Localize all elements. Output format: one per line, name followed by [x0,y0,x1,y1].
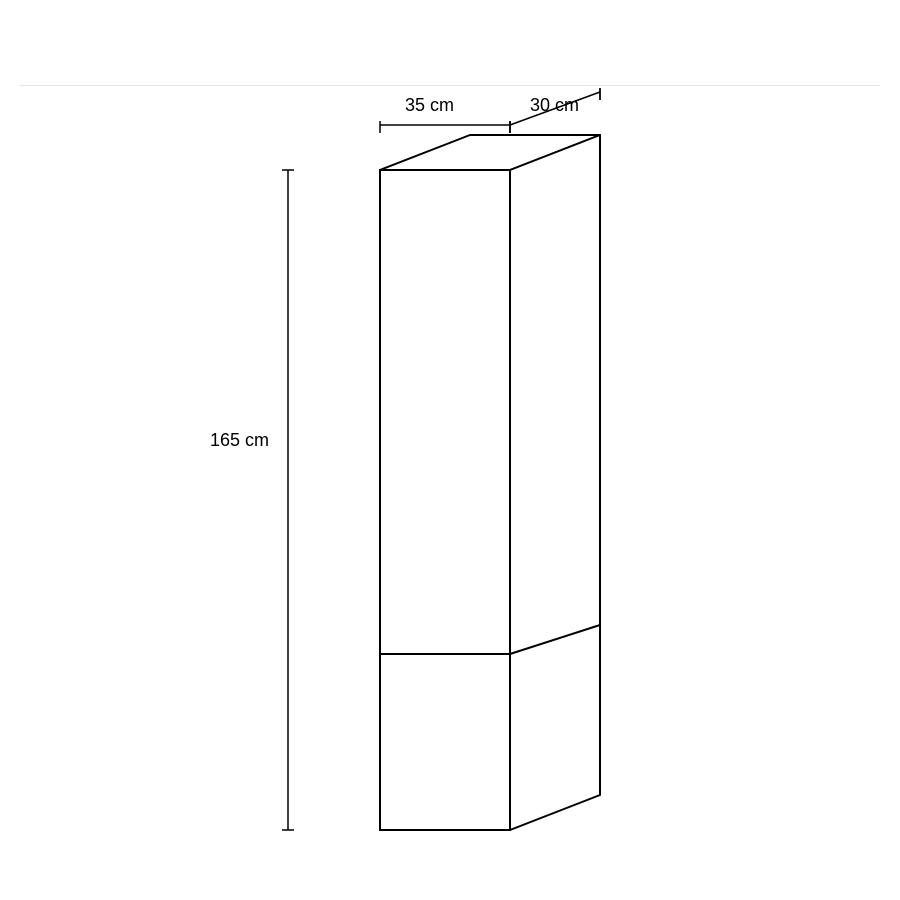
diagram-canvas: 165 cm 35 cm 30 cm [0,0,900,900]
width-label: 35 cm [405,95,454,116]
height-label: 165 cm [210,430,269,451]
depth-label: 30 cm [530,95,579,116]
cabinet-diagram [0,0,900,900]
